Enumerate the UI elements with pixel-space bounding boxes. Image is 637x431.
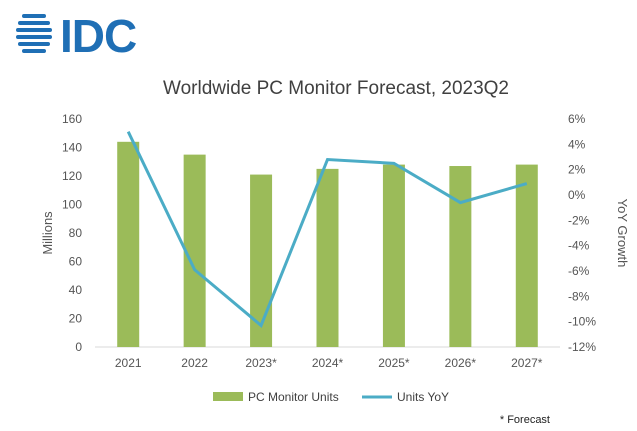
forecast-note: * Forecast — [500, 414, 550, 426]
bar — [382, 164, 405, 347]
y-tick-label: 60 — [69, 255, 83, 269]
bar — [183, 154, 206, 347]
legend: PC Monitor Units Units YoY — [213, 390, 449, 404]
x-tick-label: 2025* — [378, 356, 410, 370]
x-tick-label: 2024* — [312, 356, 344, 370]
right-axis: -12% -10% -8% -6% -4% -2% 0% 2% 4% 6% — [568, 112, 596, 354]
y2-tick-label: -12% — [568, 340, 596, 354]
y2-tick-label: -4% — [568, 239, 590, 253]
y-tick-label: 40 — [69, 283, 83, 297]
y2-tick-label: 0% — [568, 188, 586, 202]
left-axis: 0 20 40 60 80 100 120 140 160 — [62, 112, 82, 354]
idc-logo: IDC — [16, 10, 137, 58]
x-tick-label: 2021 — [115, 356, 142, 370]
y2-tick-label: -6% — [568, 264, 590, 278]
x-axis-labels: 2021 2022 2023* 2024* 2025* 2026* 2027* — [115, 356, 543, 370]
y-tick-label: 120 — [62, 169, 82, 183]
line-series — [126, 131, 528, 328]
x-tick-label: 2026* — [445, 356, 477, 370]
legend-label-line: Units YoY — [397, 390, 449, 404]
y2-tick-label: 2% — [568, 163, 586, 177]
y-axis-title: Millions — [40, 211, 55, 255]
y-tick-label: 20 — [69, 312, 83, 326]
bar — [117, 141, 140, 347]
y-tick-label: 80 — [69, 226, 83, 240]
y2-tick-label: 6% — [568, 112, 586, 126]
legend-label-bars: PC Monitor Units — [248, 390, 339, 404]
y-tick-label: 160 — [62, 112, 82, 126]
bar — [449, 166, 472, 347]
y2-tick-label: 4% — [568, 137, 586, 151]
y-tick-label: 140 — [62, 141, 82, 155]
y-tick-label: 0 — [75, 340, 82, 354]
x-tick-label: 2027* — [511, 356, 543, 370]
chart-title: Worldwide PC Monitor Forecast, 2023Q2 — [163, 78, 509, 99]
logo-text: IDC — [60, 10, 136, 58]
bar-series — [117, 141, 538, 347]
y2-tick-label: -2% — [568, 213, 590, 227]
globe-icon — [16, 14, 52, 53]
bar — [316, 168, 339, 347]
y2-axis-title: YoY Growth — [615, 199, 630, 268]
bar — [515, 164, 538, 347]
y2-tick-label: -10% — [568, 315, 596, 329]
y2-tick-label: -8% — [568, 289, 590, 303]
legend-swatch-bars — [213, 392, 243, 401]
x-tick-label: 2023* — [245, 356, 277, 370]
y-tick-label: 100 — [62, 198, 82, 212]
bar — [250, 174, 273, 347]
x-tick-label: 2022 — [181, 356, 208, 370]
